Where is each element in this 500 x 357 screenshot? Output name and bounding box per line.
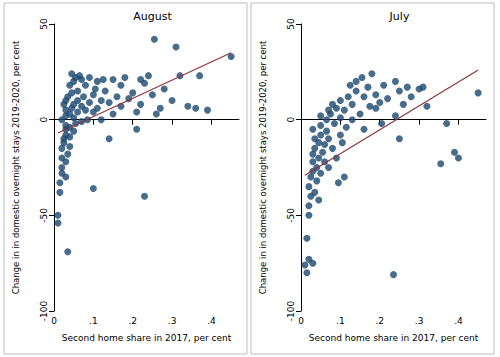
svg-text:-50: -50: [39, 208, 49, 223]
svg-text:.4: .4: [207, 316, 216, 326]
svg-text:0: 0: [39, 117, 49, 123]
svg-text:.1: .1: [89, 316, 98, 326]
svg-text:.4: .4: [454, 316, 463, 326]
svg-text:.3: .3: [415, 316, 424, 326]
svg-text:50: 50: [286, 18, 296, 30]
svg-text:Second home share in 2017, per: Second home share in 2017, per cent: [62, 333, 232, 343]
svg-text:-100: -100: [286, 301, 296, 322]
svg-text:Change in in domestic overnigh: Change in in domestic overnight stays 20…: [258, 40, 268, 294]
svg-text:.2: .2: [128, 316, 137, 326]
svg-text:0: 0: [286, 117, 296, 123]
svg-text:-100: -100: [39, 301, 49, 322]
svg-text:.2: .2: [375, 316, 384, 326]
svg-text:Change in in domestic overnigh: Change in in domestic overnight stays 20…: [11, 40, 21, 294]
svg-text:.1: .1: [336, 316, 345, 326]
svg-text:0: 0: [298, 316, 304, 326]
svg-text:-50: -50: [286, 208, 296, 223]
svg-text:0: 0: [51, 316, 57, 326]
svg-text:August: August: [133, 10, 172, 23]
svg-text:.3: .3: [168, 316, 177, 326]
svg-text:Second home share in 2017, per: Second home share in 2017, per cent: [309, 333, 479, 343]
svg-text:50: 50: [39, 18, 49, 30]
svg-text:July: July: [389, 10, 410, 23]
